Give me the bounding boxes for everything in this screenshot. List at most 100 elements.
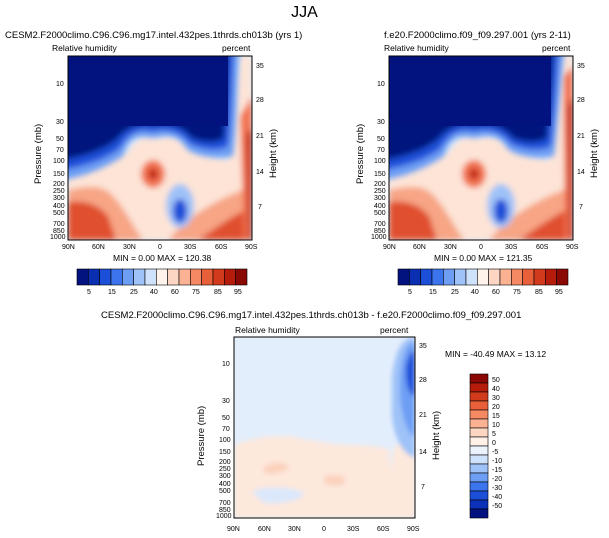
panel3-y-tick: 400 (219, 481, 231, 488)
panel1-colorbar-label: 5 (87, 289, 91, 296)
panel3-min-max: MIN = -40.49 MAX = 13.12 (445, 349, 547, 359)
colorbar-swatch (469, 400, 489, 411)
panel1-colorbar-label: 15 (108, 289, 116, 296)
panel3-colorbar-label: 40 (492, 386, 500, 393)
colorbar-swatch (201, 268, 214, 286)
panel3-colorbar-label: -30 (492, 485, 503, 492)
panel3-x-tick: 60N (258, 526, 271, 533)
panel2-colorbar (397, 268, 569, 286)
colorbar-swatch (522, 268, 535, 286)
panel2-x-tick: 0 (479, 244, 483, 251)
panel2-y2-tick: 21 (577, 133, 585, 140)
panel3-colorbar-label: 15 (492, 413, 500, 420)
panel2-x-tick: 30S (505, 244, 518, 251)
panel2-colorbar-label: 85 (535, 289, 543, 296)
colorbar-swatch (420, 268, 433, 286)
panel1-y-tick: 100 (53, 158, 65, 165)
colorbar-swatch (235, 268, 248, 286)
panel2-x-tick: 60N (413, 244, 426, 251)
panel2-y-tick: 400 (374, 203, 386, 210)
panel3-colorbar-label: 5 (492, 431, 496, 438)
colorbar-swatch (499, 268, 512, 286)
colorbar-swatch (469, 463, 489, 474)
panel3-y2-tick: 35 (419, 343, 427, 350)
panel2-y-tick: 30 (377, 119, 385, 126)
panel3-colorbar-label: -20 (492, 476, 503, 483)
panel1-colorbar-label: 85 (214, 289, 222, 296)
panel3-colorbar-label: -5 (492, 449, 499, 456)
panel2-colorbar-label: 75 (513, 289, 521, 296)
panel2-y2-tick: 35 (577, 63, 585, 70)
panel2-x-tick: 30N (444, 244, 457, 251)
panel3-y2-tick: 7 (421, 484, 425, 491)
panel2-y2-tick: 28 (577, 97, 585, 104)
colorbar-swatch (469, 499, 489, 510)
panel3-y2-tick: 28 (419, 377, 427, 384)
panel3-y2-axis-title: Height (km) (431, 410, 442, 460)
panel3-y-tick: 100 (219, 437, 231, 444)
panel3-colorbar-label: -40 (492, 494, 503, 501)
colorbar-swatch (76, 268, 89, 286)
colorbar-swatch (409, 268, 421, 286)
panel3-colorbar-label: -15 (492, 467, 503, 474)
colorbar-swatch (454, 268, 467, 286)
panel1-colorbar (76, 268, 248, 286)
panel1-y-tick: 10 (56, 81, 64, 88)
panel1-y-tick: 50 (56, 136, 64, 143)
panel2-plot (388, 55, 574, 241)
panel3-colorbar-label: 10 (492, 422, 500, 429)
colorbar-swatch (224, 268, 236, 286)
panel3-y-tick: 700 (219, 500, 231, 507)
panel2-y-tick: 500 (374, 210, 386, 217)
panel2-y-tick: 200 (374, 181, 386, 188)
panel3-y-tick: 500 (219, 488, 231, 495)
colorbar-swatch (212, 268, 225, 286)
colorbar-swatch (469, 454, 489, 465)
colorbar-swatch (443, 268, 455, 286)
panel3-y-tick: 50 (222, 415, 230, 422)
panel2-y-tick: 10 (377, 81, 385, 88)
panel2-y-tick: 850 (374, 228, 386, 235)
panel3-x-tick: 30S (347, 526, 360, 533)
panel1-x-tick: 60N (92, 244, 105, 251)
panel1-y-tick: 150 (53, 171, 65, 178)
panel3-colorbar-label: -50 (492, 503, 503, 510)
panel1-colorbar-label: 95 (234, 289, 242, 296)
panel2-y-tick: 70 (377, 147, 385, 154)
panel3-title: CESM2.F2000climo.C96.C96.mg17.intel.432p… (101, 310, 522, 321)
colorbar-swatch (488, 268, 501, 286)
panel1-colorbar-label: 40 (150, 289, 158, 296)
panel2-y-tick: 700 (374, 221, 386, 228)
page-title: JJA (291, 4, 318, 21)
panel3-colorbar-label: 0 (492, 440, 496, 447)
panel3-y-tick: 850 (219, 507, 231, 514)
panel1-y-tick: 70 (56, 147, 64, 154)
panel2-x-tick: 60S (536, 244, 549, 251)
colorbar-swatch (178, 268, 191, 286)
panel3-y-tick: 200 (219, 459, 231, 466)
panel1-plot (67, 55, 253, 241)
panel2-title: f.e20.F2000climo.f09_f09.297.001 (yrs 2-… (384, 30, 571, 41)
colorbar-swatch (110, 268, 123, 286)
panel2-min-max: MIN = 0.00 MAX = 121.35 (434, 253, 533, 263)
panel1-x-tick: 30S (184, 244, 197, 251)
panel3-x-tick: 30N (288, 526, 301, 533)
panel3-y2-tick: 21 (419, 412, 427, 419)
colorbar-swatch (469, 418, 489, 429)
colorbar-swatch (190, 268, 202, 286)
panel3-y-tick: 10 (222, 361, 230, 368)
panel1-y-tick: 700 (53, 221, 65, 228)
panel1-title: CESM2.F2000climo.C96.C96.mg17.intel.432p… (5, 30, 303, 41)
panel3-y-axis-title: Pressure (mb) (196, 405, 207, 466)
colorbar-swatch (469, 409, 489, 420)
colorbar-swatch (469, 391, 489, 402)
panel2-y2-axis-title: Height (km) (589, 128, 600, 178)
panel1-y-tick: 200 (53, 181, 65, 188)
panel1-y2-tick: 14 (256, 169, 264, 176)
colorbar-swatch (144, 268, 157, 286)
panel2-y2-tick: 14 (577, 169, 585, 176)
panel2-colorbar-label: 15 (429, 289, 437, 296)
panel3-x-tick: 0 (322, 526, 326, 533)
panel2-colorbar-label: 40 (471, 289, 479, 296)
colorbar-swatch (99, 268, 112, 286)
